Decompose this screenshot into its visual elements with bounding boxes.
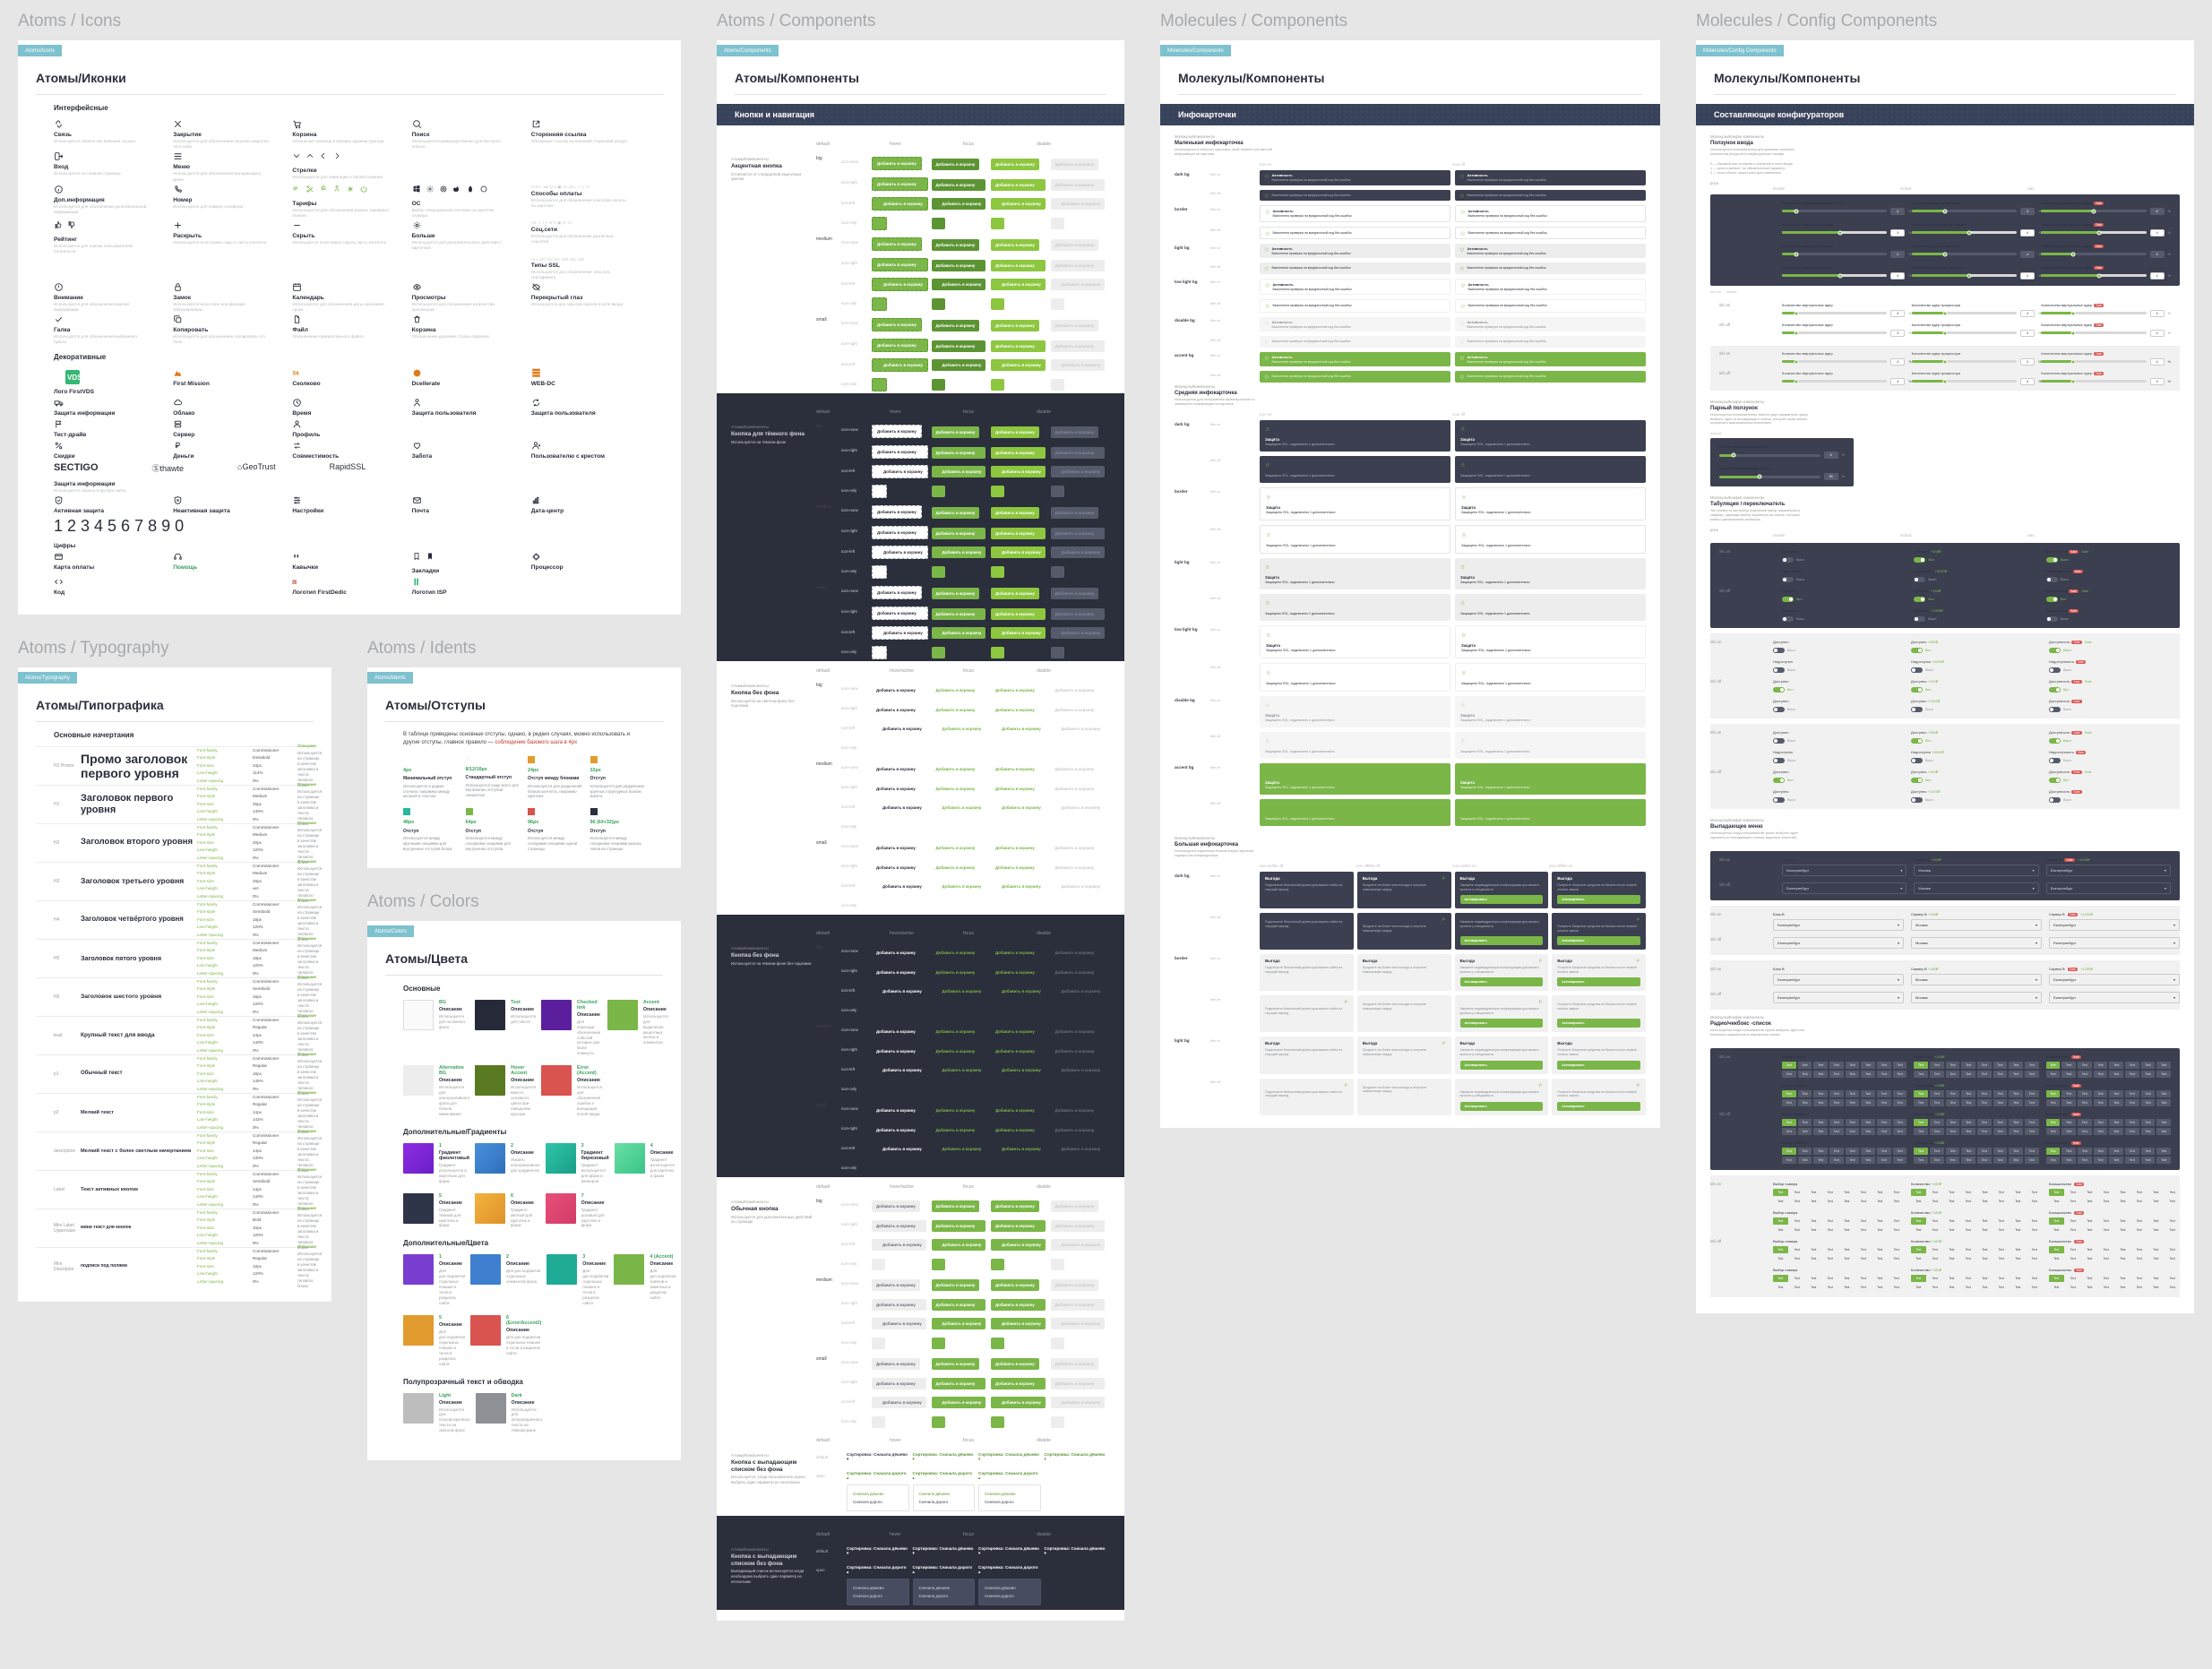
svg-text:VDS: VDS — [67, 374, 82, 382]
svg-text:⚖: ⚖ — [292, 580, 297, 586]
svg-text:Sk: Sk — [293, 371, 300, 376]
